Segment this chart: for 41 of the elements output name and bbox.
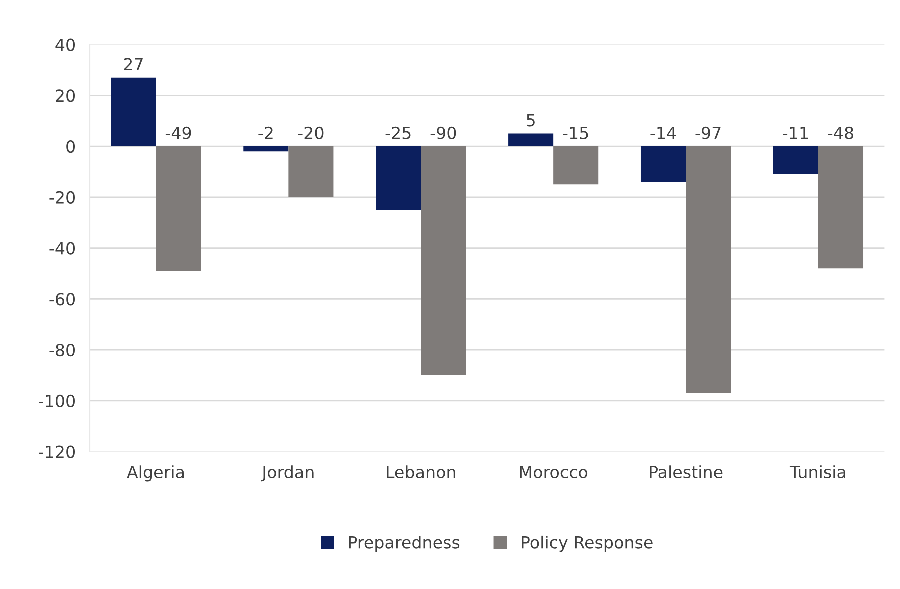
bar (773, 146, 818, 174)
y-tick-label: -40 (50, 242, 76, 255)
data-label: -97 (696, 126, 721, 140)
data-label: -90 (430, 126, 456, 140)
x-tick-label: Lebanon (387, 466, 456, 479)
legend-label: Policy Response (522, 536, 653, 552)
bar (554, 146, 599, 185)
bar (421, 146, 466, 376)
data-label: -11 (783, 127, 808, 140)
bar (111, 78, 156, 147)
y-tick-label: -60 (50, 293, 76, 306)
data-label: -14 (650, 127, 676, 140)
data-label: 5 (527, 114, 535, 127)
bar (288, 146, 334, 198)
bar (376, 146, 422, 210)
x-tick-label: Palestine (650, 466, 723, 479)
bar (244, 146, 289, 152)
x-tick-label: Algeria (127, 466, 184, 482)
data-label: -2 (258, 126, 273, 140)
y-tick-label: -100 (39, 394, 76, 408)
bar (156, 146, 202, 272)
y-tick-label: 40 (56, 38, 76, 52)
y-tick-label: -20 (50, 191, 76, 204)
bar (818, 146, 864, 269)
y-tick-label: 0 (66, 140, 76, 154)
legend-label: Preparedness (349, 536, 460, 552)
data-label: -49 (166, 126, 192, 140)
data-label: -20 (298, 126, 324, 140)
x-tick-label: Jordan (261, 466, 314, 482)
y-tick-label: 20 (56, 90, 76, 102)
data-label: -25 (386, 126, 411, 140)
y-tick-label: -120 (39, 446, 76, 458)
bar (640, 146, 686, 182)
data-label: 27 (124, 58, 143, 71)
x-tick-label: Tunisia (790, 466, 846, 479)
bar (686, 146, 732, 394)
data-label: -48 (828, 126, 854, 140)
data-label: -15 (563, 127, 588, 140)
bar (508, 134, 554, 147)
y-tick-label: -80 (50, 344, 76, 357)
x-tick-label: Morocco (520, 466, 588, 479)
